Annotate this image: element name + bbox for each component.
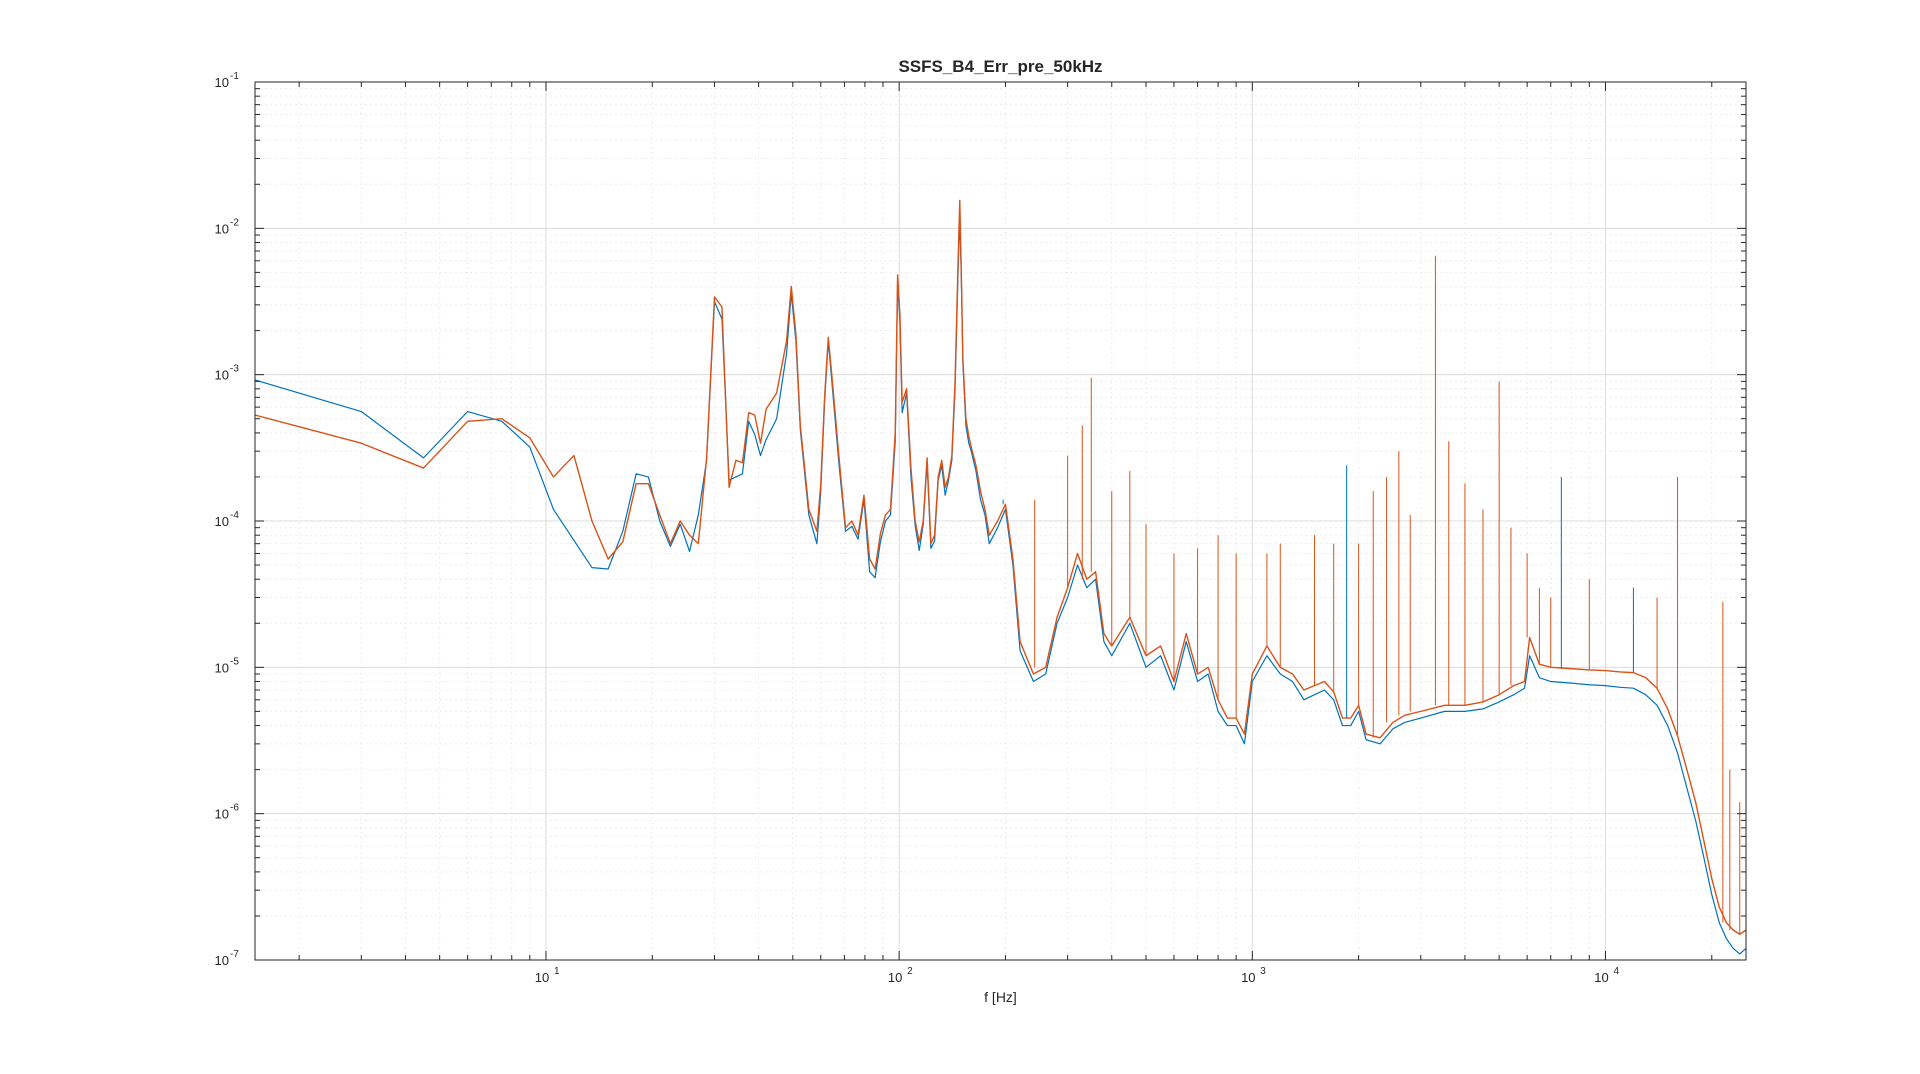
y-tick-label: 10 [215, 953, 229, 968]
x-tick-label: 10 [1241, 970, 1255, 985]
x-tick-exponent: 2 [907, 966, 913, 977]
series-line-1 [255, 216, 1746, 955]
grid [255, 81, 1746, 961]
y-tick-label: 10 [215, 514, 229, 529]
x-tick-exponent: 3 [1260, 966, 1266, 977]
y-tick-exponent: -6 [230, 803, 239, 814]
y-tick-label: 10 [215, 75, 229, 90]
x-tick-exponent: 1 [554, 966, 560, 977]
data-series [255, 199, 1746, 955]
x-axis-label: f [Hz] [984, 989, 1017, 1005]
y-tick-exponent: -1 [230, 71, 239, 82]
chart-title: SSFS_B4_Err_pre_50kHz [898, 57, 1102, 76]
y-tick-exponent: -2 [230, 217, 239, 228]
ticks: 10 1 10 2 10 3 10 410 -110 -210 -310 -410 -510 -610 -7 [215, 71, 1746, 985]
y-tick-label: 10 [215, 221, 229, 236]
x-tick-label: 10 [1594, 970, 1608, 985]
x-tick-label: 10 [535, 970, 549, 985]
x-tick-exponent: 4 [1613, 966, 1619, 977]
y-tick-label: 10 [215, 368, 229, 383]
y-tick-exponent: -5 [230, 656, 239, 667]
y-tick-exponent: -7 [230, 949, 239, 960]
y-tick-label: 10 [215, 660, 229, 675]
y-tick-exponent: -3 [230, 364, 239, 375]
x-tick-label: 10 [888, 970, 902, 985]
y-tick-label: 10 [215, 807, 229, 822]
y-tick-exponent: -4 [230, 510, 239, 521]
series-line-2 [255, 199, 1746, 935]
